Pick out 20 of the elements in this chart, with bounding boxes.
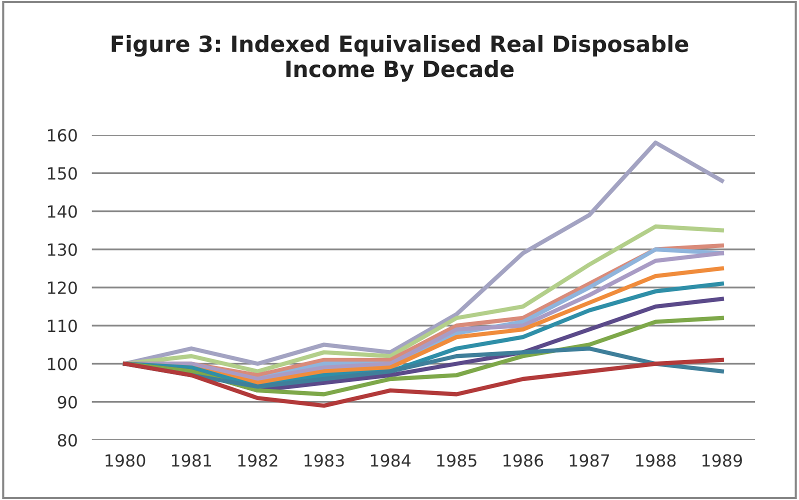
x-tick-label: 1981 [172,454,212,467]
chart-title: Figure 3: Indexed Equivalised Real Disposable Income By Decade [112,35,688,82]
x-tick-label: 1988 [636,454,676,467]
y-tick-label: 90 [58,396,77,408]
x-tick-label: 1989 [702,454,742,467]
y-tick-label: 110 [48,320,77,332]
y-tick-label: 160 [48,128,77,142]
y-tick-label: 150 [48,167,77,180]
x-tick-label: 1984 [370,454,411,467]
x-tick-label: 1982 [238,454,278,467]
y-tick-label: 100 [48,358,77,370]
x-tick-label: 1985 [437,454,476,467]
y-tick-label: 120 [48,281,77,294]
x-tick-label: 1980 [106,454,146,467]
y-tick-label: 130 [48,243,77,256]
y-tick-label: 80 [58,434,77,447]
x-tick-label: 1986 [504,454,544,467]
x-tick-label: 1987 [570,454,610,467]
y-tick-label: 140 [48,205,77,218]
x-tick-label: 1983 [304,454,344,467]
